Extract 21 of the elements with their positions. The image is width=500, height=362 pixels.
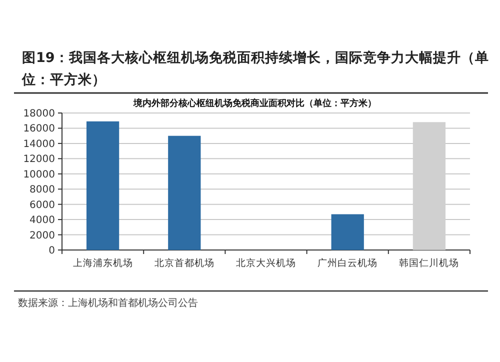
x-tick-label: 广州白云机场 xyxy=(318,257,378,269)
bar xyxy=(86,121,120,250)
y-tick-label: 4000 xyxy=(30,215,55,226)
bar xyxy=(331,214,364,250)
chart-title: 图19：我国各大核心枢纽机场免税面积持续增长，国际竞争力大幅提升（单位：平方米） xyxy=(21,49,489,88)
y-tick-label: 16000 xyxy=(23,124,55,135)
y-tick-label: 8000 xyxy=(30,184,55,196)
bar xyxy=(168,136,201,250)
y-tick-label: 0 xyxy=(48,246,55,256)
source-note: 数据来源：上海机场和首都机场公司公告 xyxy=(18,297,198,309)
x-tick-label: 上海浦东机场 xyxy=(72,257,133,269)
x-tick-label: 北京大兴机场 xyxy=(236,257,296,269)
chart-subtitle: 境内外部分核心枢纽机场免税商业面积对比（单位：平方米） xyxy=(132,98,376,109)
y-tick-label: 2000 xyxy=(30,230,55,242)
x-tick-label: 北京首都机场 xyxy=(154,257,214,269)
y-tick-label: 12000 xyxy=(23,154,55,166)
y-tick-label: 6000 xyxy=(30,200,55,211)
y-tick-label: 14000 xyxy=(23,138,55,150)
x-tick-label: 韩国仁川机场 xyxy=(399,257,460,269)
y-tick-label: 10000 xyxy=(23,169,55,180)
y-tick-label: 18000 xyxy=(23,108,55,120)
